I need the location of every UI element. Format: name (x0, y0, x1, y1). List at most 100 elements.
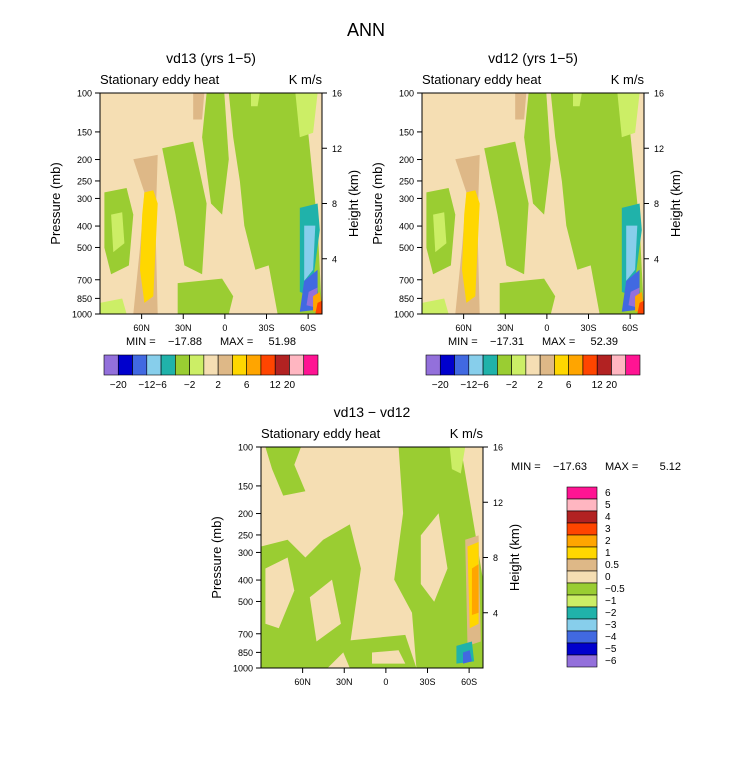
colorbar-swatch (566, 486, 598, 500)
y-right-tick-label: 8 (493, 553, 498, 563)
contour-region (484, 141, 529, 275)
chart-subtitle-left: Stationary eddy heat (422, 72, 542, 87)
y-right-tick-label: 4 (493, 608, 498, 618)
colorbar-label: 20 (606, 380, 618, 391)
y-tick-label: 150 (399, 127, 414, 137)
contour-region (573, 93, 582, 107)
x-tick-label: 0 (544, 323, 549, 333)
contour-region (420, 513, 448, 602)
chart-subtitle-left: Stationary eddy heat (100, 72, 220, 87)
chart-subtitle-right: K m/s (611, 72, 645, 87)
contour-region (162, 141, 207, 275)
colorbar-swatch (566, 630, 598, 644)
contour-region (265, 557, 295, 629)
colorbar-swatch (217, 354, 233, 376)
contour-region (202, 93, 229, 215)
colorbar-swatch (482, 354, 498, 376)
colorbar-swatch (160, 354, 176, 376)
stats-max-label: MAX = (220, 336, 253, 348)
chart-title: vd13 (yrs 1−5) (166, 50, 256, 66)
colorbar-swatch (566, 654, 598, 668)
y-tick-label: 100 (399, 89, 414, 99)
contour-region (372, 650, 406, 664)
contour-region (515, 93, 527, 120)
y-tick-label: 100 (77, 89, 92, 99)
chart-panel-1: vd13 (yrs 1−5) Stationary eddy heat K m/s 1… (48, 50, 361, 391)
y-axis-label: Pressure (mb) (48, 162, 63, 244)
colorbar-label: −1 (605, 596, 617, 607)
contour-region (309, 579, 341, 642)
contour-region (449, 447, 466, 474)
y-tick-label: 400 (399, 222, 414, 232)
y-tick-label: 150 (77, 127, 92, 137)
colorbar-swatch (454, 354, 470, 376)
contour-region (251, 93, 260, 107)
colorbar-swatch (566, 570, 598, 584)
stats-readout: MIN = −17.88 MAX = 51.98 (126, 336, 296, 348)
colorbar-swatch (132, 354, 148, 376)
colorbar-label: 0 (605, 572, 611, 583)
colorbar-label: −6 (155, 380, 167, 391)
colorbar-label: 6 (605, 488, 611, 499)
contour-region (228, 93, 322, 314)
colorbar-label: −12 (138, 380, 155, 391)
colorbar-swatch (439, 354, 455, 376)
y-right-tick-label: 4 (654, 254, 659, 264)
x-tick-label: 60S (461, 677, 477, 687)
colorbar-label: −2 (605, 608, 617, 619)
contour-region (111, 212, 125, 253)
colorbar-swatch (303, 354, 319, 376)
y-tick-label: 500 (238, 597, 253, 607)
stats-readout: MIN = −17.31 MAX = 52.39 (448, 336, 618, 348)
stats-min-value: −17.63 (553, 461, 587, 473)
y-tick-label: 250 (399, 176, 414, 186)
colorbar-swatch (625, 354, 641, 376)
figure-title: ANN (347, 20, 385, 40)
y-tick-label: 250 (77, 176, 92, 186)
y-right-axis-label: Height (km) (346, 170, 361, 237)
y-right-tick-label: 12 (332, 144, 342, 154)
colorbar-label: 2 (537, 380, 543, 391)
x-tick-label: 60N (294, 677, 311, 687)
colorbar-swatch (582, 354, 598, 376)
contour-region (471, 564, 479, 615)
stats-min-label: MIN = (511, 461, 541, 473)
y-tick-label: 150 (238, 481, 253, 491)
y-axis-label: Pressure (mb) (209, 516, 224, 598)
colorbar-label: −4 (605, 632, 617, 643)
contour-region (433, 212, 447, 253)
chart-title: vd13 − vd12 (334, 404, 411, 420)
y-axis-label: Pressure (mb) (370, 162, 385, 244)
colorbar-swatch (289, 354, 305, 376)
colorbar-swatch (232, 354, 247, 376)
y-tick-label: 300 (399, 194, 414, 204)
colorbar-swatch (539, 354, 555, 376)
y-tick-label: 850 (238, 648, 253, 658)
colorbar-swatch (596, 354, 612, 376)
contour-region (462, 190, 480, 303)
colorbar-swatch (260, 354, 276, 376)
colorbar-swatch (611, 354, 627, 376)
y-tick-label: 200 (238, 509, 253, 519)
colorbar-swatch (175, 354, 190, 376)
stats-max-value: 5.12 (660, 461, 681, 473)
x-tick-label: 60N (133, 323, 150, 333)
stats-min-value: −17.88 (168, 336, 202, 348)
contour-region (140, 190, 158, 303)
colorbar-swatch (511, 354, 527, 376)
colorbar-swatch (554, 354, 569, 376)
colorbar-swatch (566, 558, 598, 572)
x-tick-label: 30N (336, 677, 353, 687)
colorbar-swatch (274, 354, 290, 376)
colorbar-swatch (566, 594, 598, 608)
y-tick-label: 250 (238, 530, 253, 540)
colorbar-swatch (203, 354, 219, 376)
y-tick-label: 400 (238, 576, 253, 586)
y-tick-label: 100 (238, 443, 253, 453)
stats-max-value: 52.39 (590, 336, 618, 348)
colorbar-swatch (246, 354, 262, 376)
y-right-tick-label: 16 (332, 89, 342, 99)
stats-max-value: 51.98 (268, 336, 296, 348)
colorbar-label: −0.5 (605, 584, 625, 595)
